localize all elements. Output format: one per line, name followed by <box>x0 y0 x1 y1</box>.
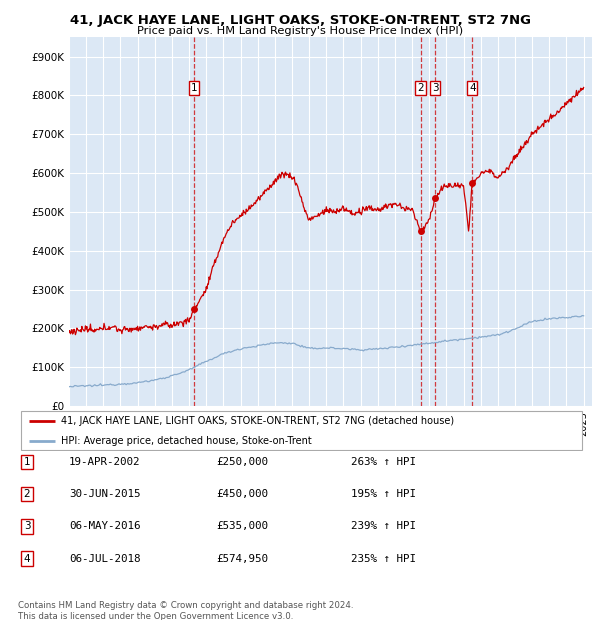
Text: £574,950: £574,950 <box>216 554 268 564</box>
Text: Price paid vs. HM Land Registry's House Price Index (HPI): Price paid vs. HM Land Registry's House … <box>137 26 463 36</box>
Text: 06-JUL-2018: 06-JUL-2018 <box>69 554 140 564</box>
Text: £250,000: £250,000 <box>216 457 268 467</box>
Text: 4: 4 <box>23 554 31 564</box>
Text: 3: 3 <box>23 521 31 531</box>
Text: 19-APR-2002: 19-APR-2002 <box>69 457 140 467</box>
Text: £535,000: £535,000 <box>216 521 268 531</box>
Text: 3: 3 <box>432 82 439 92</box>
Text: 4: 4 <box>469 82 476 92</box>
Text: 30-JUN-2015: 30-JUN-2015 <box>69 489 140 499</box>
Text: 06-MAY-2016: 06-MAY-2016 <box>69 521 140 531</box>
Text: 41, JACK HAYE LANE, LIGHT OAKS, STOKE-ON-TRENT, ST2 7NG (detached house): 41, JACK HAYE LANE, LIGHT OAKS, STOKE-ON… <box>61 416 454 426</box>
Text: 2: 2 <box>23 489 31 499</box>
Text: 1: 1 <box>23 457 31 467</box>
Text: 263% ↑ HPI: 263% ↑ HPI <box>351 457 416 467</box>
Text: 195% ↑ HPI: 195% ↑ HPI <box>351 489 416 499</box>
Text: 41, JACK HAYE LANE, LIGHT OAKS, STOKE-ON-TRENT, ST2 7NG: 41, JACK HAYE LANE, LIGHT OAKS, STOKE-ON… <box>70 14 530 27</box>
Text: HPI: Average price, detached house, Stoke-on-Trent: HPI: Average price, detached house, Stok… <box>61 436 311 446</box>
FancyBboxPatch shape <box>21 411 582 449</box>
Text: Contains HM Land Registry data © Crown copyright and database right 2024.
This d: Contains HM Land Registry data © Crown c… <box>18 601 353 620</box>
Text: 235% ↑ HPI: 235% ↑ HPI <box>351 554 416 564</box>
Text: 1: 1 <box>191 82 197 92</box>
Text: 2: 2 <box>418 82 424 92</box>
Text: £450,000: £450,000 <box>216 489 268 499</box>
Text: 239% ↑ HPI: 239% ↑ HPI <box>351 521 416 531</box>
